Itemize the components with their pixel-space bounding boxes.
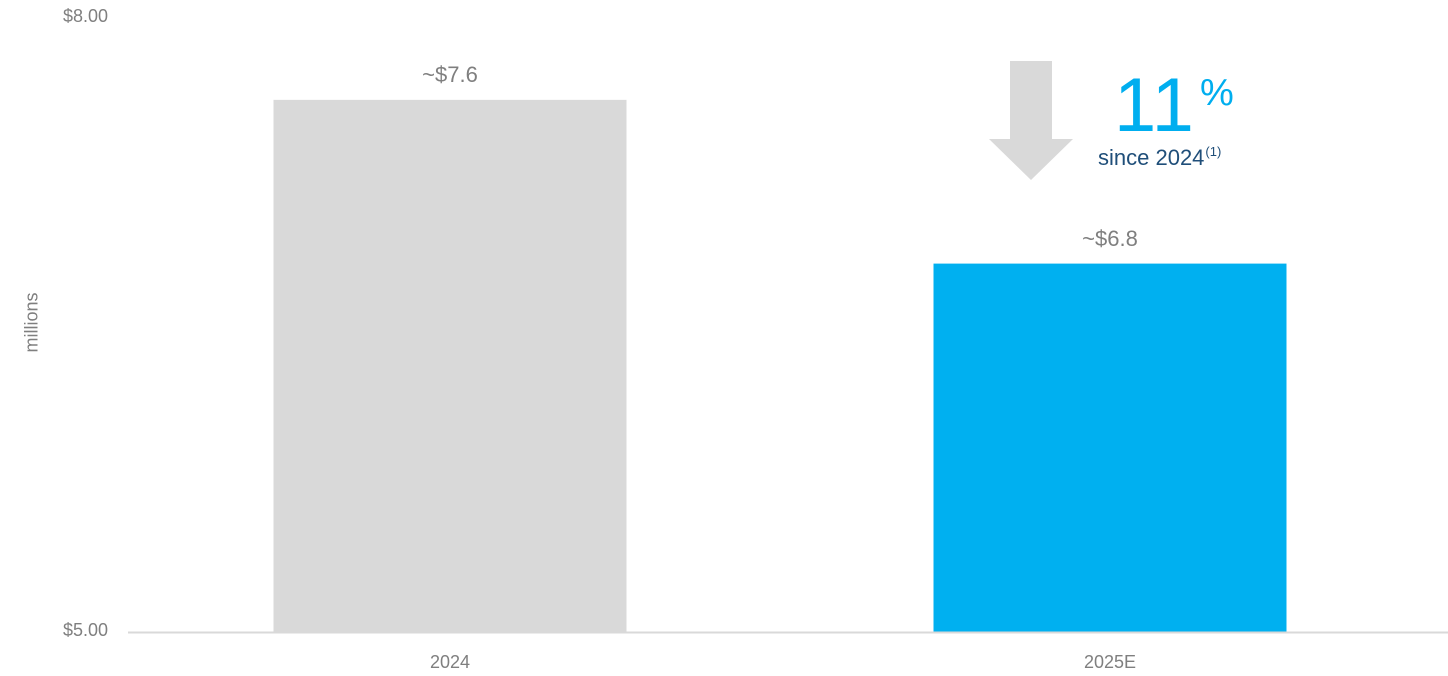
down-arrow-icon <box>989 61 1073 180</box>
y-tick-label: $5.00 <box>62 620 108 640</box>
change-unit: % <box>1200 72 1234 114</box>
bar-2025e <box>933 263 1287 632</box>
footnote-marker: (1) <box>1205 144 1222 159</box>
data-label-2025e: ~$6.8 <box>1082 225 1138 251</box>
bar-2024 <box>273 99 627 632</box>
x-tick-2025e: 2025E <box>1083 652 1137 672</box>
change-value: 11 <box>1114 63 1195 148</box>
y-axis-title: millions <box>21 292 42 353</box>
x-tick-2024: 2024 <box>429 652 471 672</box>
change-note: since 2024(1) <box>1098 144 1221 171</box>
change-note-text: since 2024 <box>1098 145 1205 170</box>
data-label-2024: ~$7.6 <box>422 61 478 87</box>
y-tick-label: $8.00 <box>62 6 108 26</box>
